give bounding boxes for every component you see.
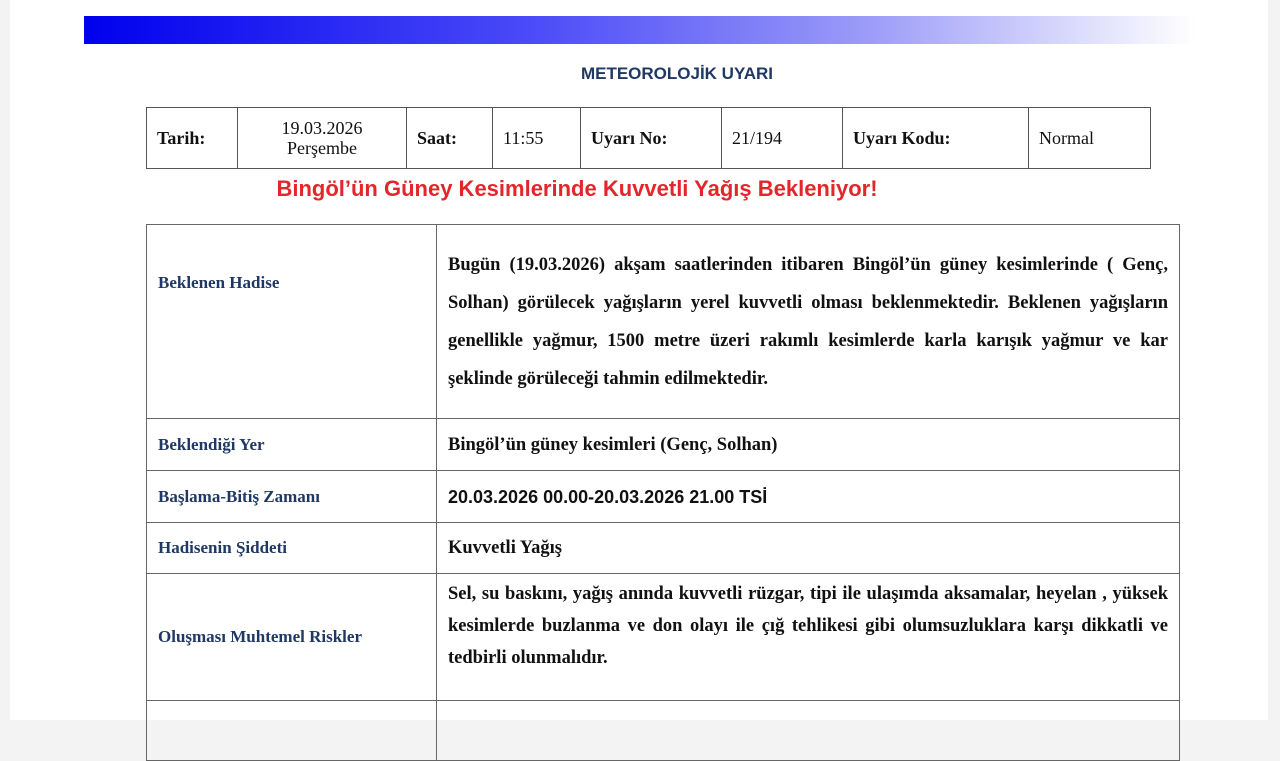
row-value: Sel, su baskını, yağış anında kuvvetli r… [436, 573, 1180, 701]
warning-code-value: Normal [1028, 107, 1151, 169]
row-value: Bugün (19.03.2026) akşam saatlerinden it… [436, 224, 1180, 419]
table-row-partial [146, 700, 1180, 761]
row-value: Bingöl’ün güney kesimleri (Genç, Solhan) [436, 418, 1180, 471]
table-row: Hadisenin Şiddeti Kuvvetli Yağış [146, 522, 1180, 574]
table-row: Beklenen Hadise Bugün (19.03.2026) akşam… [146, 224, 1180, 419]
warning-no-value: 21/194 [721, 107, 843, 169]
day-value: Perşembe [287, 138, 357, 158]
time-label: Saat: [406, 107, 493, 169]
row-label [146, 700, 437, 761]
date-label: Tarih: [146, 107, 238, 169]
time-value: 11:55 [492, 107, 581, 169]
table-row: Beklendiği Yer Bingöl’ün güney kesimleri… [146, 418, 1180, 471]
warning-code-label: Uyarı Kodu: [842, 107, 1029, 169]
row-label: Hadisenin Şiddeti [146, 522, 437, 574]
row-value: 20.03.2026 00.00-20.03.2026 21.00 TSİ [436, 470, 1180, 523]
table-row: Başlama-Bitiş Zamanı 20.03.2026 00.00-20… [146, 470, 1180, 523]
warning-no-label: Uyarı No: [580, 107, 722, 169]
row-label: Oluşması Muhtemel Riskler [146, 573, 437, 701]
row-value: Kuvvetli Yağış [436, 522, 1180, 574]
row-label: Başlama-Bitiş Zamanı [146, 470, 437, 523]
row-value [436, 700, 1180, 761]
date-value: 19.03.2026 [281, 118, 363, 138]
table-row: Oluşması Muhtemel Riskler Sel, su baskın… [146, 573, 1180, 701]
warning-details-table: Beklenen Hadise Bugün (19.03.2026) akşam… [146, 224, 1180, 761]
date-cell: 19.03.2026 Perşembe [237, 107, 407, 169]
row-label: Beklendiği Yer [146, 418, 437, 471]
row-label: Beklenen Hadise [146, 224, 437, 419]
warning-headline: Bingöl’ün Güney Kesimlerinde Kuvvetli Ya… [276, 176, 878, 201]
document-title: METEOROLOJİK UYARI [580, 64, 774, 83]
header-gradient-bar [84, 16, 1195, 44]
info-table: Tarih: 19.03.2026 Perşembe Saat: 11:55 U… [146, 107, 1151, 169]
